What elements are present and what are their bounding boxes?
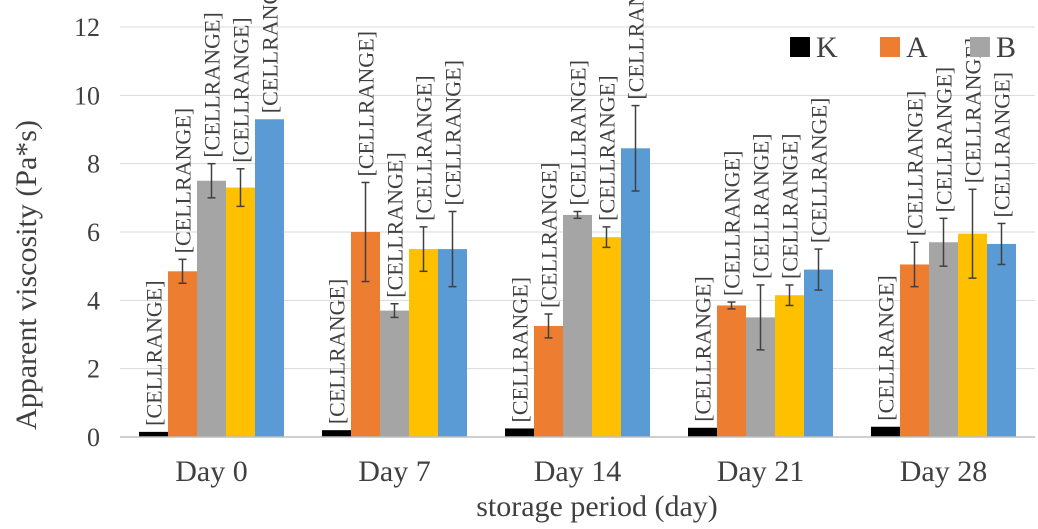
x-tick-label: Day 7 — [358, 455, 430, 488]
y-tick-label: 8 — [87, 150, 100, 179]
x-tick-label: Day 14 — [534, 455, 621, 488]
y-tick-label: 10 — [74, 81, 100, 110]
data-label: [CELLRANGE] — [200, 12, 225, 157]
x-tick-label: Day 0 — [175, 455, 247, 488]
bar — [226, 187, 255, 437]
bars — [139, 119, 1016, 437]
y-axis-title: Apparent viscosity (Pa*s) — [10, 120, 43, 430]
error-bars — [178, 104, 1006, 351]
data-label: [CELLRANGE] — [961, 38, 986, 183]
bar — [409, 249, 438, 437]
legend-swatch — [790, 37, 810, 57]
data-label: [CELLRANGE] — [537, 163, 562, 308]
data-label: [CELLRANGE] — [778, 134, 803, 279]
data-label: [CELLRANGE] — [749, 134, 774, 279]
y-tick-label: 6 — [87, 218, 100, 247]
data-label: [CELLRANGE] — [595, 75, 620, 220]
data-label: [CELLRANGE] — [807, 98, 832, 243]
data-label: [CELLRANGE] — [142, 280, 167, 425]
bar — [197, 180, 226, 437]
data-label: [CELLRANGE] — [171, 108, 196, 253]
data-label: [CELLRANGE] — [508, 277, 533, 422]
bar — [505, 428, 534, 437]
y-tick-label: 0 — [87, 423, 100, 452]
bar — [987, 243, 1016, 437]
data-label: [CELLRANGE] — [229, 17, 254, 162]
bar — [168, 271, 197, 437]
bar — [322, 430, 351, 437]
bar — [900, 264, 929, 437]
bar — [621, 148, 650, 437]
data-label: [CELLRANGE] — [566, 60, 591, 205]
bar — [255, 119, 284, 437]
y-tick-label: 12 — [74, 13, 100, 42]
bar — [592, 237, 621, 437]
legend-label: A — [906, 31, 928, 64]
axes: 0 2 4 6 8 10 12 Day 0 Day 7 Day 14 Day 21 Day 28 — [74, 13, 1035, 488]
data-label: [CELLRANGE] — [354, 31, 379, 176]
bar — [929, 242, 958, 437]
x-tick-label: Day 21 — [717, 455, 804, 488]
data-label: [CELLRANGE] — [258, 0, 283, 113]
legend-swatch — [880, 37, 900, 57]
bar — [380, 310, 409, 437]
data-label: [CELLRANGE] — [441, 60, 466, 205]
data-labels: [CELLRANGE][CELLRANGE][CELLRANGE] [CELLRA… — [142, 0, 1015, 426]
data-label: [CELLRANGE] — [412, 75, 437, 220]
data-label: [CELLRANGE] — [903, 91, 928, 236]
legend-swatch — [970, 37, 990, 57]
data-label: [CELLRANGE] — [720, 151, 745, 296]
bar — [717, 305, 746, 437]
bar — [563, 214, 592, 437]
legend-label: K — [816, 31, 838, 64]
data-label: [CELLRANGE] — [691, 276, 716, 421]
legend-label: B — [996, 31, 1016, 64]
x-tick-label: Day 28 — [900, 455, 987, 488]
bar — [871, 426, 900, 437]
bar — [804, 269, 833, 437]
bar — [534, 325, 563, 437]
bar — [139, 431, 168, 437]
y-tick-label: 2 — [87, 355, 100, 384]
data-label: [CELLRANGE] — [932, 67, 957, 212]
data-label: [CELLRANGE] — [874, 275, 899, 420]
bar — [688, 427, 717, 437]
y-tick-label: 4 — [87, 286, 100, 315]
data-label: [CELLRANGE] — [383, 152, 408, 297]
data-label: [CELLRANGE] — [325, 279, 350, 424]
x-axis-title: storage period (day) — [476, 490, 718, 523]
data-label: [CELLRANGE] — [624, 0, 649, 100]
bar — [775, 295, 804, 437]
data-label: [CELLRANGE] — [990, 72, 1015, 217]
